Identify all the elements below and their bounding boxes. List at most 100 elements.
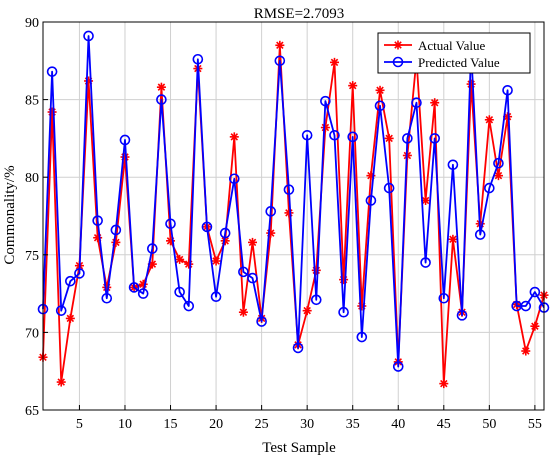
data-point	[111, 237, 121, 247]
data-point	[156, 94, 167, 105]
data-point	[275, 40, 285, 50]
data-point	[165, 218, 176, 230]
data-point	[375, 85, 385, 95]
data-point	[238, 266, 249, 278]
data-point	[365, 195, 377, 206]
data-point	[339, 275, 349, 285]
data-point	[348, 81, 358, 91]
series-actual	[38, 40, 549, 389]
legend-box	[377, 32, 531, 74]
data-point	[248, 237, 258, 247]
data-point	[229, 132, 239, 142]
data-point	[311, 265, 321, 275]
data-point	[201, 221, 213, 233]
data-point	[338, 306, 349, 318]
data-point	[320, 95, 331, 107]
data-point	[320, 123, 330, 133]
data-point	[74, 268, 85, 279]
x-tick-label: 50	[482, 417, 496, 432]
data-point	[284, 208, 294, 218]
data-point	[65, 313, 75, 323]
data-point	[128, 282, 140, 293]
data-point	[430, 98, 440, 108]
plot-area-frame	[42, 21, 545, 411]
data-point	[266, 228, 276, 238]
legend-marker	[393, 40, 403, 50]
data-point	[438, 292, 450, 304]
legend: Actual Value Predicted Value	[377, 32, 531, 74]
data-point	[183, 300, 195, 312]
y-tick-label: 70	[25, 326, 39, 341]
data-point	[137, 288, 149, 299]
data-point	[484, 182, 495, 194]
x-tick-label: 45	[437, 417, 451, 432]
data-point	[247, 272, 258, 284]
series-layer	[37, 30, 550, 389]
data-point	[156, 82, 166, 92]
data-point	[274, 55, 286, 67]
data-point	[411, 97, 422, 109]
data-point	[301, 129, 313, 141]
y-tick-label: 85	[25, 94, 39, 109]
data-point	[447, 159, 459, 171]
y-axis-label: Commonality/%	[2, 165, 18, 264]
data-point	[530, 321, 540, 331]
data-point	[402, 133, 413, 144]
data-point	[429, 133, 440, 144]
chart-title: RMSE=2.7093	[254, 6, 345, 22]
y-axis: 65 70 75 80 85 90	[25, 16, 48, 419]
data-point	[302, 306, 312, 316]
data-point	[329, 57, 339, 67]
data-point	[83, 30, 94, 42]
data-point	[356, 331, 368, 343]
data-point	[256, 316, 267, 327]
data-point	[493, 157, 504, 169]
legend-marker	[392, 56, 404, 68]
data-point	[265, 206, 277, 217]
x-tick-label: 35	[346, 417, 360, 432]
x-tick-label: 5	[76, 417, 83, 432]
data-point	[420, 257, 431, 268]
data-point	[65, 275, 76, 287]
data-point	[439, 379, 449, 389]
data-point	[55, 305, 67, 316]
data-point	[92, 215, 103, 226]
data-point	[211, 256, 221, 266]
x-axis: 5 10 15 20 25 30 35 40 45 50 55	[76, 405, 542, 432]
data-point	[147, 243, 158, 254]
x-axis-label: Test Sample	[262, 440, 336, 456]
x-tick-label: 20	[209, 417, 223, 432]
x-tick-label: 30	[300, 417, 314, 432]
data-point	[347, 131, 359, 143]
data-point	[392, 361, 404, 372]
data-point	[374, 100, 386, 112]
data-point	[210, 291, 222, 303]
data-point	[228, 173, 240, 185]
y-tick-label: 80	[25, 171, 39, 186]
data-point	[56, 377, 66, 387]
data-point	[448, 234, 458, 244]
data-point	[219, 227, 231, 239]
y-tick-label: 65	[25, 404, 39, 419]
data-point	[238, 307, 248, 317]
legend-entry: Actual Value	[384, 38, 485, 53]
data-point	[466, 79, 476, 89]
data-point	[47, 107, 57, 117]
data-point	[529, 286, 541, 298]
x-tick-label: 15	[164, 417, 178, 432]
data-point	[384, 133, 394, 143]
data-point	[292, 342, 304, 354]
legend-label: Predicted Value	[418, 55, 500, 70]
y-tick-label: 75	[25, 249, 39, 264]
data-point	[456, 310, 468, 321]
data-point	[521, 346, 531, 356]
data-point	[192, 53, 204, 65]
data-point	[283, 184, 295, 195]
x-tick-label: 10	[118, 417, 132, 432]
x-tick-label: 25	[255, 417, 269, 432]
series-line	[42, 35, 545, 368]
data-point	[310, 294, 322, 306]
data-point	[329, 129, 340, 141]
series-predicted	[37, 30, 550, 372]
data-point	[110, 224, 122, 236]
